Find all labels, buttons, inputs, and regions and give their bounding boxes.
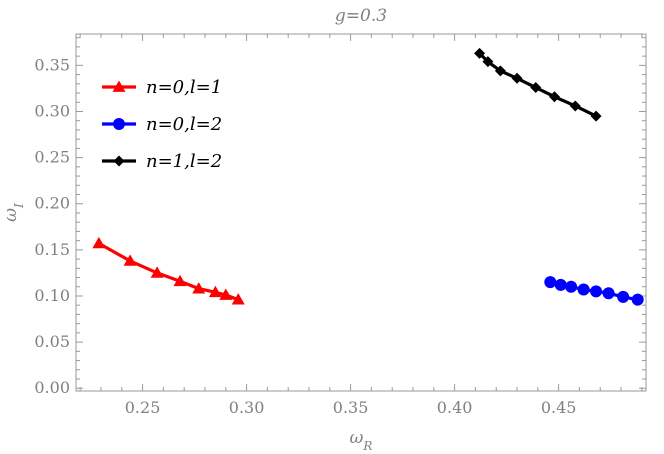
data-point — [548, 91, 560, 103]
y-tick-label: 0.35 — [34, 55, 70, 74]
legend-swatch-marker — [113, 118, 125, 130]
legend: n=0,l=1 n=0,l=2 n=1,l=2 — [102, 77, 222, 172]
series-layer — [92, 47, 644, 306]
data-point — [219, 288, 233, 300]
data-point — [590, 285, 603, 298]
chart-title: g=0.3 — [335, 6, 387, 26]
data-point — [554, 278, 567, 291]
data-point — [173, 274, 187, 287]
x-tick-labels: 0.25 0.30 0.35 0.40 0.45 — [125, 398, 577, 417]
data-point — [208, 285, 222, 298]
y-tick-label: 0.00 — [34, 378, 70, 397]
axis-ticks — [76, 34, 646, 391]
data-point — [511, 72, 523, 84]
legend-label: n=0,l=2 — [146, 114, 222, 135]
x-tick-label: 0.40 — [437, 398, 473, 417]
series-3 — [474, 47, 602, 122]
data-point — [231, 293, 245, 305]
x-tick-label: 0.30 — [229, 398, 265, 417]
x-tick-label: 0.45 — [541, 398, 577, 417]
series-1 — [92, 236, 245, 305]
y-tick-label: 0.05 — [34, 332, 70, 351]
data-point — [544, 276, 557, 289]
plot-frame — [75, 33, 647, 392]
data-point — [192, 282, 206, 294]
data-point — [482, 56, 494, 68]
y-tick-labels: 0.00 0.05 0.10 0.15 0.20 0.25 0.30 0.35 — [34, 55, 70, 397]
legend-item: n=0,l=1 — [102, 77, 222, 98]
x-tick-label: 0.35 — [333, 398, 369, 417]
data-point — [577, 283, 590, 296]
data-point — [494, 65, 506, 77]
y-tick-label: 0.25 — [34, 148, 70, 167]
series-2 — [544, 276, 644, 306]
data-point — [474, 47, 486, 59]
data-point — [602, 287, 615, 300]
data-point — [631, 293, 644, 306]
y-tick-label: 0.10 — [34, 286, 70, 305]
data-point — [565, 280, 578, 293]
y-axis-title: ωI — [1, 203, 26, 222]
legend-swatch-marker — [113, 155, 125, 167]
y-tick-label: 0.30 — [34, 101, 70, 120]
data-point — [123, 254, 137, 266]
y-tick-label: 0.15 — [34, 240, 70, 259]
legend-item: n=0,l=2 — [102, 114, 222, 135]
data-point — [530, 82, 542, 94]
y-tick-label: 0.20 — [34, 194, 70, 213]
data-point — [569, 100, 581, 112]
legend-swatch-marker — [112, 80, 126, 92]
legend-item: n=1,l=2 — [102, 151, 222, 172]
data-point — [150, 266, 164, 278]
legend-label: n=0,l=1 — [146, 77, 222, 98]
x-tick-label: 0.25 — [125, 398, 161, 417]
data-point — [617, 290, 630, 303]
x-axis-title: ωR — [350, 428, 373, 453]
data-point — [92, 236, 106, 249]
data-point — [590, 110, 602, 122]
legend-label: n=1,l=2 — [146, 151, 222, 172]
